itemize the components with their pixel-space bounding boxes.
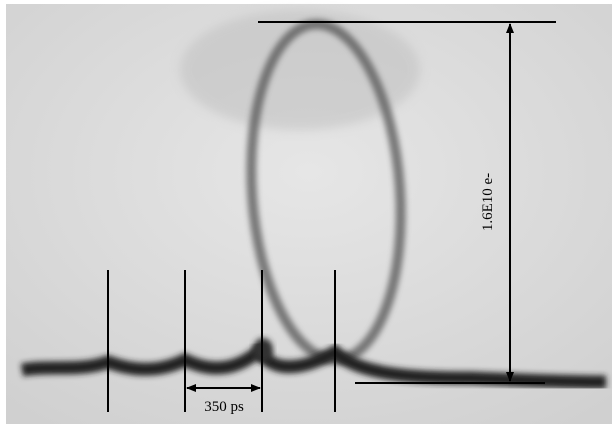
time-interval-label: 350 ps [204,399,244,415]
vertical-scale-label: 1.6E10 e- [480,173,496,231]
annotations [107,21,556,412]
haze [180,10,420,130]
